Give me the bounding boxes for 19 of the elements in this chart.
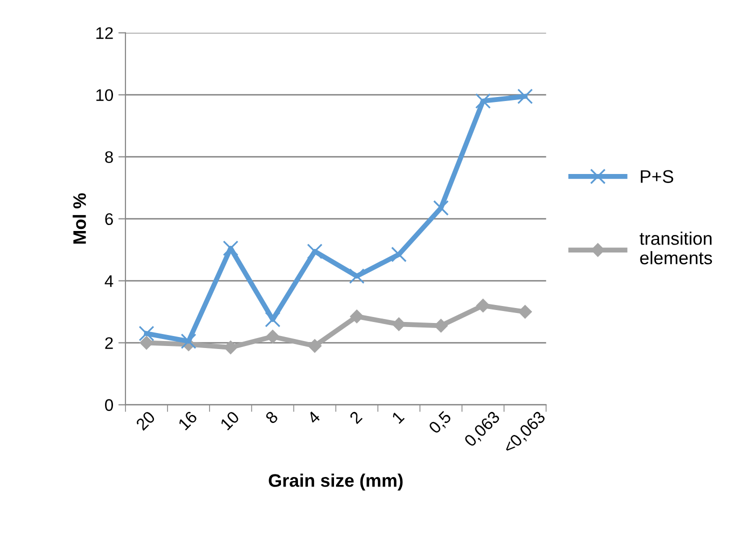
legend-label: transition elements xyxy=(640,232,712,264)
y-tick-label: 4 xyxy=(104,275,114,287)
x-tick-label: 1 xyxy=(391,410,405,424)
x-tick-label: 16 xyxy=(178,410,198,431)
y-tick-label: 2 xyxy=(105,337,113,349)
y-tick-label: 0 xyxy=(105,399,114,411)
y-axis-title: Mol % xyxy=(72,193,86,244)
y-tick-label: 6 xyxy=(105,213,113,226)
x-tick-label: 20 xyxy=(135,410,156,431)
x-tick-label: 2 xyxy=(348,410,363,424)
y-tick-label: 8 xyxy=(105,151,113,164)
y-tick-label: 10 xyxy=(96,89,114,102)
x-tick-label: 4 xyxy=(306,410,321,424)
legend-label: P+S xyxy=(640,170,674,183)
x-tick-label: 10 xyxy=(220,410,240,431)
x-axis-title: Grain size (mm) xyxy=(268,474,403,490)
x-tick-label: 0,5 xyxy=(428,410,454,436)
x-tick-label: 8 xyxy=(264,410,279,424)
y-tick-label: 12 xyxy=(96,27,113,39)
